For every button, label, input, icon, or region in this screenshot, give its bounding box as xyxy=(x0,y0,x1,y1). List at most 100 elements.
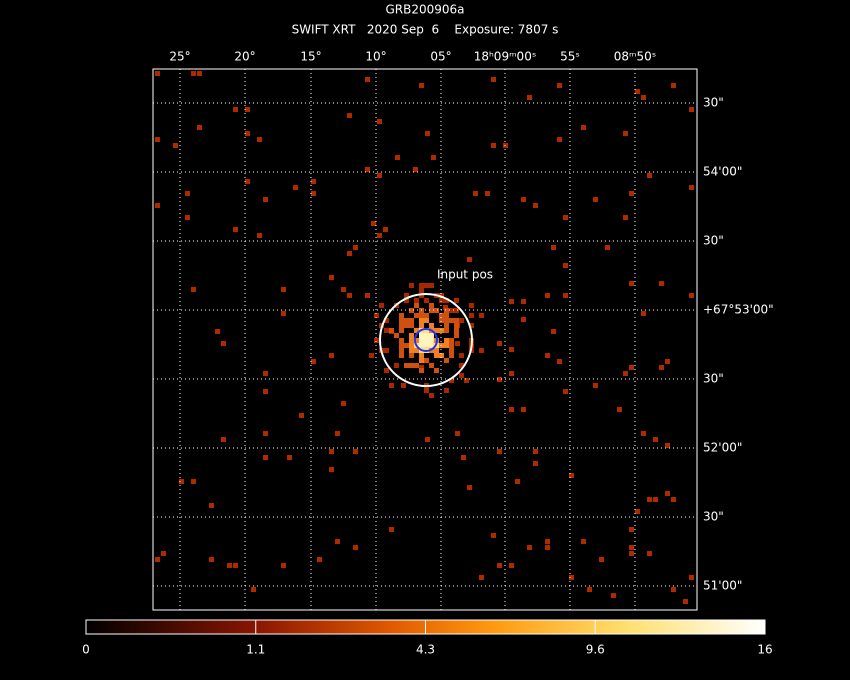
count-pixel xyxy=(509,347,514,352)
count-pixel xyxy=(569,473,574,478)
count-pixel xyxy=(377,119,382,124)
count-pixel xyxy=(431,155,436,160)
count-pixel xyxy=(545,353,550,358)
count-pixel xyxy=(329,353,334,358)
count-pixel xyxy=(485,191,490,196)
count-pixel xyxy=(424,388,429,393)
count-pixel xyxy=(593,197,598,202)
count-pixel xyxy=(409,308,414,313)
count-pixel xyxy=(233,107,238,112)
count-pixel xyxy=(395,155,400,160)
count-pixel xyxy=(365,77,370,82)
count-pixel xyxy=(161,551,166,556)
count-pixel xyxy=(454,333,459,338)
count-pixel xyxy=(689,107,694,112)
count-pixel xyxy=(233,227,238,232)
title: GRB200906a xyxy=(385,3,464,17)
ra-label: 55ˢ xyxy=(560,50,580,64)
count-pixel xyxy=(527,545,532,550)
ra-label: 05° xyxy=(430,50,451,64)
ra-label: 15° xyxy=(300,50,321,64)
count-pixel xyxy=(587,587,592,592)
count-pixel xyxy=(251,587,256,592)
count-pixel xyxy=(419,83,424,88)
count-pixel xyxy=(454,328,459,333)
count-pixel xyxy=(389,383,394,388)
count-pixel xyxy=(491,533,496,538)
count-pixel xyxy=(623,215,628,220)
count-pixel xyxy=(424,318,429,323)
count-pixel xyxy=(429,303,434,308)
count-pixel xyxy=(197,125,202,130)
count-pixel xyxy=(521,197,526,202)
ra-label: 25° xyxy=(169,50,190,64)
count-pixel xyxy=(545,539,550,544)
count-pixel xyxy=(533,461,538,466)
count-pixel xyxy=(515,479,520,484)
count-pixel xyxy=(383,227,388,232)
count-pixel xyxy=(399,338,404,343)
counts-image xyxy=(155,71,694,604)
count-pixel xyxy=(399,328,404,333)
count-pixel xyxy=(425,131,430,136)
count-pixel xyxy=(384,318,389,323)
count-pixel xyxy=(629,281,634,286)
count-pixel xyxy=(215,329,220,334)
count-pixel xyxy=(353,449,358,454)
colorbar-label: 4.3 xyxy=(416,643,435,657)
count-pixel xyxy=(557,359,562,364)
count-pixel xyxy=(245,179,250,184)
count-pixel xyxy=(469,303,474,308)
count-pixel xyxy=(257,137,262,142)
count-pixel xyxy=(394,333,399,338)
count-pixel xyxy=(581,125,586,130)
count-pixel xyxy=(444,358,449,363)
count-pixel xyxy=(434,348,439,353)
count-pixel xyxy=(439,318,444,323)
count-pixel xyxy=(454,308,459,313)
count-pixel xyxy=(335,431,340,436)
dec-label: 52'00" xyxy=(703,441,742,455)
count-pixel xyxy=(671,497,676,502)
count-pixel xyxy=(409,363,414,368)
count-pixel xyxy=(409,323,414,328)
ra-label: 10° xyxy=(365,50,386,64)
count-pixel xyxy=(429,393,434,398)
count-pixel xyxy=(444,308,449,313)
count-pixel xyxy=(479,348,484,353)
count-pixel xyxy=(641,431,646,436)
count-pixel xyxy=(563,389,568,394)
count-pixel xyxy=(425,437,430,442)
count-pixel xyxy=(329,275,334,280)
count-pixel xyxy=(459,318,464,323)
count-pixel xyxy=(419,333,433,347)
count-pixel xyxy=(641,95,646,100)
count-pixel xyxy=(444,313,449,318)
count-pixel xyxy=(371,221,376,226)
dec-label: 30" xyxy=(703,510,724,524)
count-pixel xyxy=(509,299,514,304)
ra-label: 08ᵐ50ˢ xyxy=(614,50,657,64)
count-pixel xyxy=(404,323,409,328)
count-pixel xyxy=(347,113,352,118)
count-pixel xyxy=(399,318,404,323)
count-pixel xyxy=(434,368,439,373)
count-pixel xyxy=(329,467,334,472)
count-pixel xyxy=(155,557,160,562)
count-pixel xyxy=(419,283,424,288)
count-pixel xyxy=(221,437,226,442)
count-pixel xyxy=(409,343,414,348)
count-pixel xyxy=(479,575,484,580)
count-pixel xyxy=(545,293,550,298)
count-pixel xyxy=(409,338,414,343)
count-pixel xyxy=(263,431,268,436)
count-pixel xyxy=(551,245,556,250)
count-pixel xyxy=(227,563,232,568)
count-pixel xyxy=(623,131,628,136)
count-pixel xyxy=(665,491,670,496)
count-pixel xyxy=(374,313,379,318)
count-pixel xyxy=(557,137,562,142)
annotation: Input pos xyxy=(437,268,493,282)
count-pixel xyxy=(401,383,406,388)
